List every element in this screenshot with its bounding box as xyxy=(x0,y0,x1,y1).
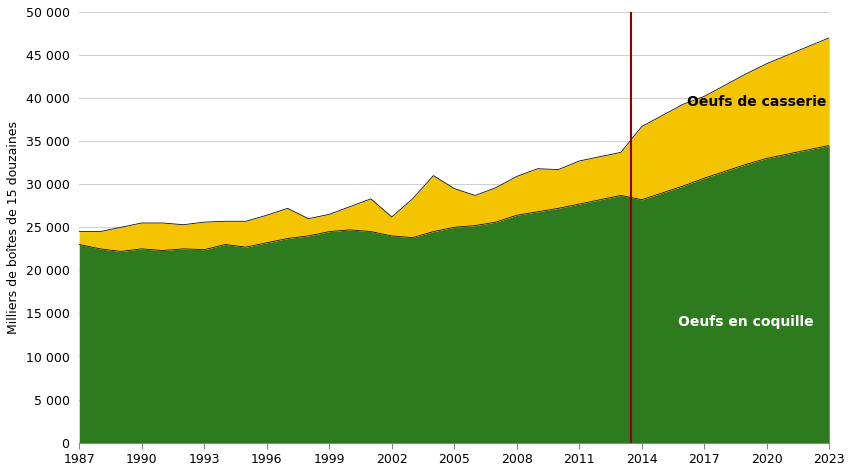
Text: Oeufs de casserie: Oeufs de casserie xyxy=(687,96,826,109)
Y-axis label: Milliers de boîtes de 15 douzaines: Milliers de boîtes de 15 douzaines xyxy=(7,121,20,334)
Text: Oeufs en coquille: Oeufs en coquille xyxy=(678,315,814,329)
